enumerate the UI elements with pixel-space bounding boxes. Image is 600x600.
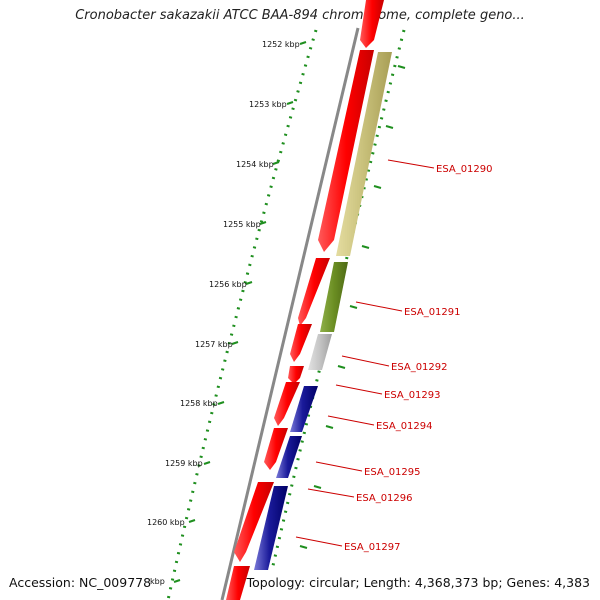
scale-tick — [231, 341, 239, 345]
cds-block[interactable] — [226, 566, 250, 600]
cds-block[interactable] — [274, 382, 300, 426]
scale-tick — [385, 125, 394, 129]
gene-label-esa-01292[interactable]: ESA_01292 — [391, 362, 448, 373]
cds-track — [226, 0, 384, 600]
scale-tick — [203, 461, 211, 465]
topology-text: Topology: circular; Length: 4,368,373 bp… — [246, 575, 590, 590]
gene-block-esa-01294[interactable] — [290, 386, 318, 432]
gene-block-esa-01290[interactable] — [336, 52, 392, 256]
scale-tick — [373, 185, 382, 189]
cds-block[interactable] — [290, 324, 312, 362]
tick-label: 1260 kbp — [147, 518, 185, 527]
kbp-labels: 1252 kbp 1253 kbp 1254 kbp 1255 kbp 1256… — [147, 40, 300, 586]
gene-label-esa-01295[interactable]: ESA_01295 — [364, 467, 421, 478]
scale-tick — [361, 245, 370, 249]
tick-label: 1259 kbp — [165, 459, 203, 468]
scale-tick — [245, 281, 253, 285]
tick-label: 1253 kbp — [249, 100, 287, 109]
accession-text: Accession: NC_009778 — [9, 575, 152, 590]
gene-label-esa-01291[interactable]: ESA_01291 — [404, 307, 461, 318]
tick-label: 1258 kbp — [180, 399, 218, 408]
gene-labels: ESA_01290 ESA_01291 ESA_01292 ESA_01293 … — [344, 164, 493, 553]
scale-tick — [337, 365, 346, 369]
gene-block-esa-01292[interactable] — [308, 334, 332, 370]
scale-tick — [313, 485, 322, 489]
gene-label-esa-01294[interactable]: ESA_01294 — [376, 421, 433, 432]
scale-tick — [286, 101, 294, 105]
gene-label-esa-01293[interactable]: ESA_01293 — [384, 390, 441, 401]
gene-label-esa-01296[interactable]: ESA_01296 — [356, 493, 413, 504]
scale-tick — [397, 65, 406, 69]
cds-block[interactable] — [298, 258, 330, 326]
scale-track-left — [166, 29, 318, 600]
chromosome-backbone — [220, 27, 360, 600]
cds-block[interactable] — [318, 50, 374, 252]
scale-tick — [272, 161, 280, 165]
tick-label: 1256 kbp — [209, 280, 247, 289]
scale-tick — [188, 519, 196, 523]
scale-tick — [173, 579, 181, 583]
gene-block-esa-01295[interactable] — [276, 436, 302, 478]
cds-block[interactable] — [264, 428, 288, 470]
gene-label-esa-01290[interactable]: ESA_01290 — [436, 164, 493, 175]
cds-block[interactable] — [360, 0, 384, 48]
gene-block-esa-01297[interactable] — [254, 486, 288, 570]
scale-tick — [259, 221, 267, 225]
gene-track — [254, 52, 392, 570]
gene-block-esa-01291[interactable] — [320, 262, 348, 332]
tick-label: kbp — [150, 577, 165, 586]
scale-tick-marks — [173, 41, 406, 583]
tick-label: 1257 kbp — [195, 340, 233, 349]
scale-tick — [299, 41, 307, 45]
tick-label: 1255 kbp — [223, 220, 261, 229]
gene-leader-lines — [295, 159, 435, 547]
scale-tick — [299, 545, 308, 549]
scale-tick — [325, 425, 334, 429]
tick-label: 1254 kbp — [236, 160, 274, 169]
scale-tick — [349, 305, 358, 309]
gene-label-esa-01297[interactable]: ESA_01297 — [344, 542, 401, 553]
tick-label: 1252 kbp — [262, 40, 300, 49]
scale-tick — [217, 401, 225, 405]
cds-block[interactable] — [234, 482, 274, 562]
cds-block[interactable] — [288, 366, 304, 384]
chromosome-title: Cronobacter sakazakii ATCC BAA-894 chrom… — [75, 8, 525, 23]
